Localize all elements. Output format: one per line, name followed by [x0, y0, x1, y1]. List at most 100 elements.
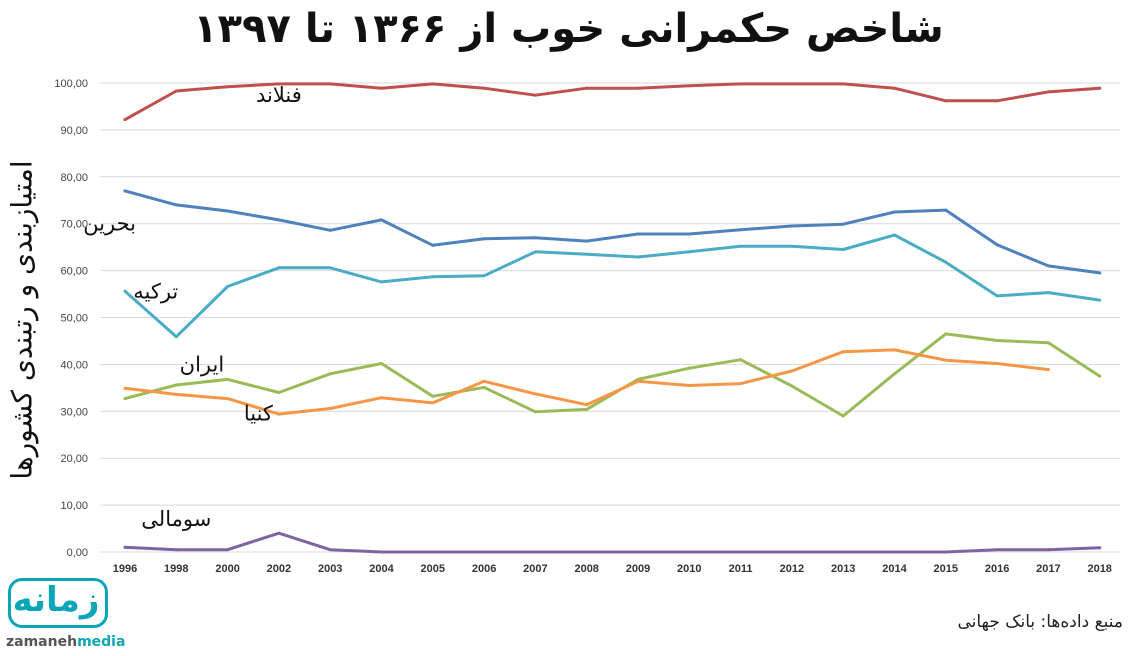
- x-tick-label: 2013: [831, 563, 855, 575]
- data-point: [482, 237, 486, 241]
- x-tick-label: 2017: [1036, 563, 1060, 575]
- data-point: [380, 361, 383, 365]
- x-tick-label: 2004: [369, 563, 394, 575]
- x-tick-label: 2014: [882, 563, 907, 575]
- data-point: [687, 550, 691, 554]
- data-point: [790, 550, 794, 554]
- data-point: [739, 244, 743, 248]
- data-point: [995, 294, 999, 298]
- data-point: [328, 228, 332, 232]
- data-point: [328, 372, 332, 376]
- data-point: [482, 274, 486, 278]
- data-point: [995, 361, 999, 365]
- data-point: [995, 338, 999, 342]
- x-tick-label: 2012: [780, 563, 804, 575]
- data-point: [841, 414, 845, 418]
- series-lines: [123, 82, 1102, 554]
- data-point: [277, 218, 281, 222]
- data-point: [328, 548, 332, 552]
- data-point: [739, 228, 743, 232]
- y-tick-label: 40,00: [60, 359, 88, 371]
- data-point: [174, 89, 178, 93]
- data-point: [277, 266, 281, 270]
- line-chart: 0,00 10,00 20,00 30,00 40,00 50,00 60,00 70,00 8…: [54, 78, 1120, 575]
- x-tick-label: 2003: [318, 563, 342, 575]
- x-tick-label: 2000: [215, 563, 239, 575]
- data-point: [431, 243, 435, 247]
- series-label: فنلاند: [256, 83, 302, 107]
- data-point: [893, 86, 896, 90]
- data-point: [226, 209, 230, 213]
- data-point: [174, 203, 178, 207]
- logo-caption: zamanehmedia: [6, 634, 125, 650]
- series-label: بحرین: [83, 212, 136, 236]
- data-point: [174, 392, 178, 396]
- data-point: [1046, 264, 1050, 268]
- data-point: [995, 243, 999, 247]
- data-point: [893, 372, 896, 376]
- series-labels: فنلاند بحرین ترکیه ایران کنیا سومالی: [83, 83, 302, 531]
- data-point: [944, 358, 948, 362]
- data-point: [636, 255, 640, 259]
- y-tick-labels: 0,00 10,00 20,00 30,00 40,00 50,00 60,00 70,00 8…: [54, 78, 88, 559]
- zamaneh-logo: زمانه zamanehmedia: [6, 578, 125, 652]
- y-tick-label: 30,00: [60, 406, 88, 418]
- data-point: [944, 208, 948, 212]
- series-line: [123, 189, 1102, 275]
- data-point: [636, 550, 640, 554]
- data-point: [790, 369, 794, 373]
- data-point: [380, 218, 383, 222]
- x-tick-label: 2009: [626, 563, 650, 575]
- x-tick-label: 1996: [113, 563, 137, 575]
- series-line: [123, 531, 1102, 554]
- data-point: [1098, 546, 1102, 550]
- data-point: [533, 550, 537, 554]
- y-tick-label: 90,00: [60, 125, 88, 137]
- data-point: [482, 550, 486, 554]
- data-point: [790, 384, 794, 388]
- data-point: [533, 410, 537, 414]
- data-point: [123, 189, 127, 193]
- x-tick-label: 2016: [985, 563, 1009, 575]
- data-point: [739, 82, 743, 86]
- x-tick-labels: 1996 1998 2000 2002 2003 2004 2005 2006 2007 2008…: [113, 563, 1112, 575]
- data-point: [277, 412, 281, 416]
- data-point: [585, 403, 589, 407]
- data-point: [841, 350, 845, 354]
- data-point: [533, 236, 537, 240]
- data-point: [226, 548, 230, 552]
- data-point: [1098, 298, 1102, 302]
- data-point: [328, 266, 332, 270]
- data-point: [431, 550, 435, 554]
- data-point: [585, 407, 589, 411]
- data-point: [687, 250, 691, 254]
- data-point: [174, 383, 178, 387]
- data-point: [790, 82, 794, 86]
- data-point: [226, 85, 230, 89]
- data-point: [1046, 368, 1050, 372]
- data-point: [380, 550, 383, 554]
- x-tick-label: 1998: [164, 563, 188, 575]
- data-point: [277, 391, 281, 395]
- data-point: [893, 348, 896, 352]
- data-point: [533, 93, 537, 97]
- data-point: [841, 550, 845, 554]
- data-point: [995, 548, 999, 552]
- data-point: [123, 289, 127, 293]
- data-point: [841, 82, 845, 86]
- data-point: [533, 392, 537, 396]
- data-point: [1046, 548, 1050, 552]
- series-line: [123, 82, 1102, 122]
- data-point: [482, 86, 486, 90]
- x-tick-label: 2018: [1087, 563, 1111, 575]
- series-label: کنیا: [244, 402, 273, 426]
- data-point: [123, 397, 127, 401]
- data-point: [585, 252, 589, 256]
- data-point: [585, 86, 589, 90]
- data-point: [123, 386, 127, 390]
- x-tick-label: 2010: [677, 563, 701, 575]
- data-point: [380, 396, 383, 400]
- data-point: [944, 260, 948, 264]
- data-point: [841, 222, 845, 226]
- data-point: [790, 224, 794, 228]
